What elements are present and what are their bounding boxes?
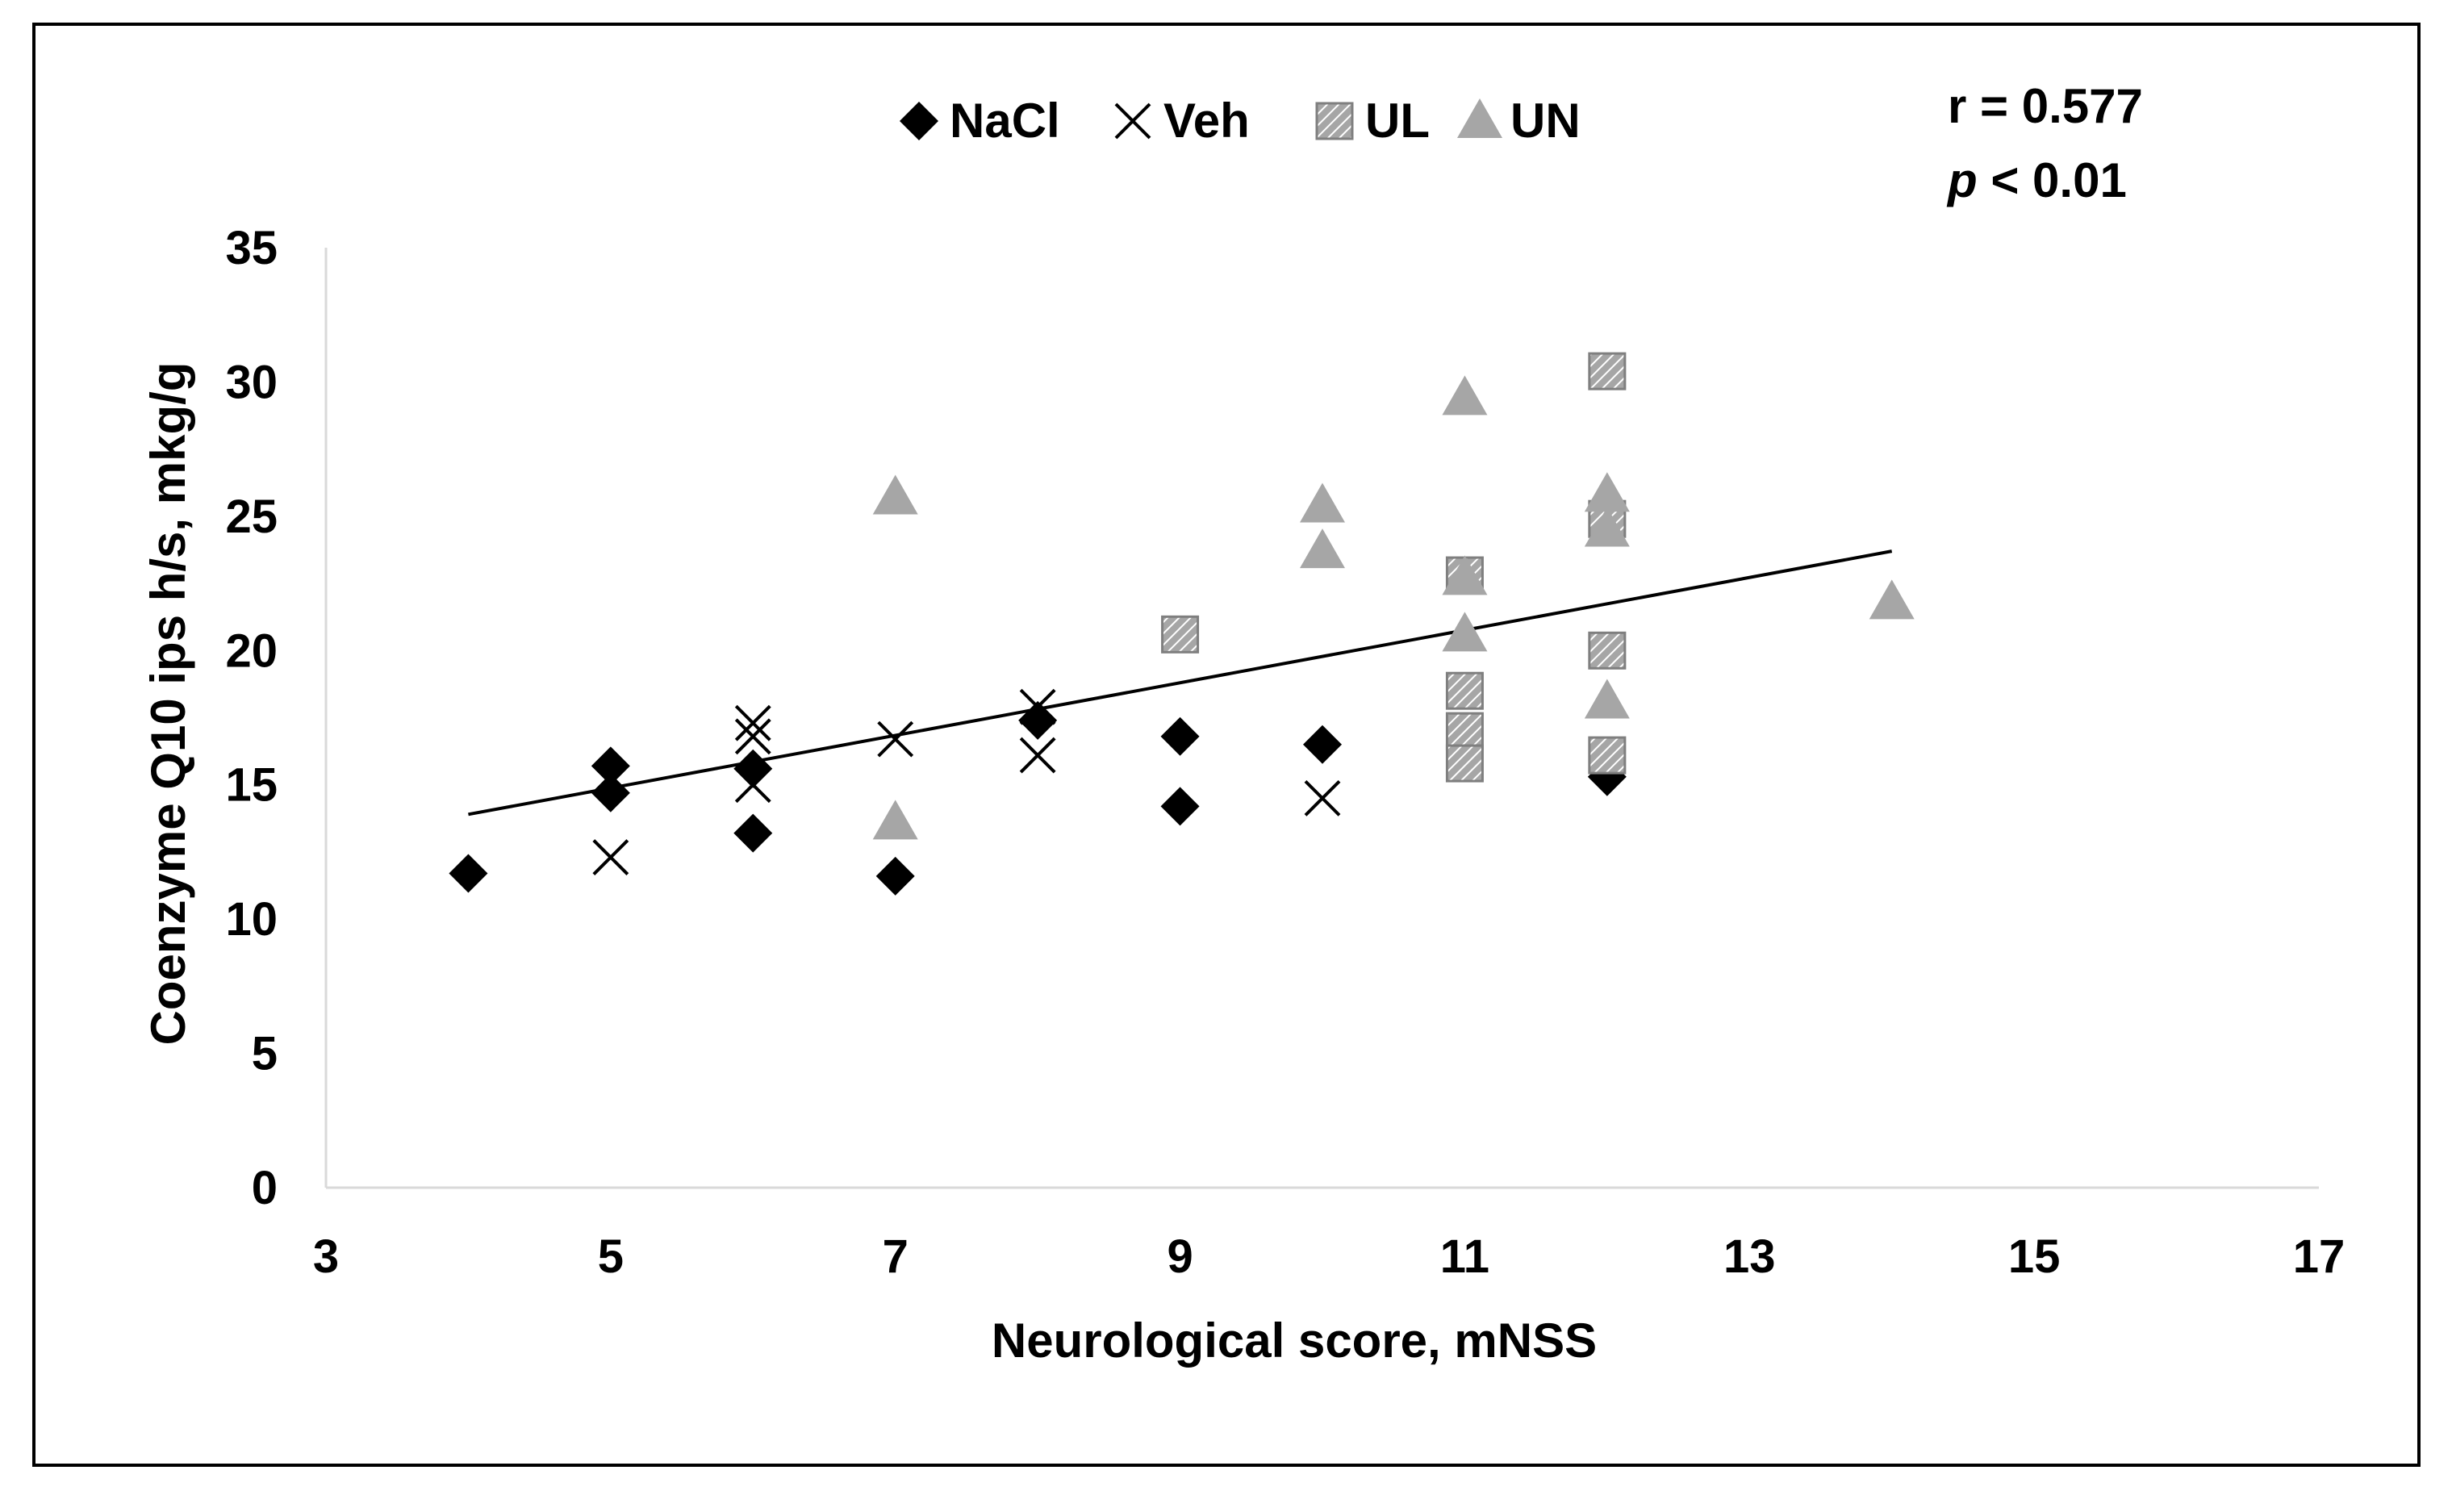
point-un (1300, 528, 1345, 569)
point-nacl (591, 773, 630, 812)
data-points (449, 352, 1915, 896)
y-tick-label: 0 (252, 1162, 278, 1214)
x-tick-label: 15 (2008, 1230, 2061, 1283)
point-nacl (733, 749, 773, 788)
point-un (1584, 472, 1630, 512)
point-un (1442, 555, 1488, 595)
y-tick-label: 20 (225, 624, 278, 677)
legend-label-un: UN (1510, 94, 1581, 148)
point-ul (1588, 736, 1627, 775)
x-tick-label: 13 (1723, 1230, 1776, 1283)
p-value: p < 0.01 (1946, 153, 2127, 207)
point-veh (1019, 688, 1056, 725)
point-ul (1588, 631, 1627, 670)
chart-frame: 0 5 10 15 20 25 30 35 3 5 7 9 11 13 15 17 Neurological … (32, 23, 2421, 1467)
legend-marker-un (1457, 98, 1502, 138)
y-tick-label: 5 (252, 1028, 278, 1080)
point-un (872, 474, 918, 515)
x-tick-label: 7 (883, 1230, 909, 1283)
trendline (468, 549, 1893, 817)
legend: NaCl Veh UL UN (900, 94, 1581, 148)
point-nacl (591, 746, 630, 786)
y-tick-label: 25 (225, 491, 278, 543)
point-un (1442, 375, 1488, 416)
x-tick-label: 17 (2293, 1230, 2345, 1283)
x-tick-label: 9 (1167, 1230, 1193, 1283)
point-ul (1588, 352, 1627, 391)
point-nacl (449, 854, 488, 893)
y-tick-label: 30 (225, 356, 278, 408)
p-threshold: < 0.01 (1978, 153, 2127, 207)
x-tick-label: 3 (313, 1230, 339, 1283)
point-un (1584, 507, 1630, 547)
legend-label-veh: Veh (1163, 94, 1250, 148)
point-veh (877, 720, 914, 758)
point-ul (1445, 744, 1484, 783)
point-veh (734, 766, 771, 804)
point-un (872, 800, 918, 840)
y-tick-label: 15 (225, 759, 278, 812)
legend-label-nacl: NaCl (950, 94, 1060, 148)
point-un (1300, 482, 1345, 523)
point-nacl (1160, 787, 1200, 826)
legend-marker-nacl (900, 102, 938, 140)
point-nacl (733, 813, 773, 853)
point-un (1442, 612, 1488, 652)
point-veh (1304, 779, 1341, 817)
point-un (1869, 579, 1915, 620)
point-un (1584, 679, 1630, 719)
legend-marker-veh (1114, 102, 1151, 140)
x-tick-label: 11 (1440, 1230, 1489, 1283)
point-nacl (875, 856, 915, 896)
legend-marker-ul (1315, 102, 1354, 140)
y-axis-title: Coenzyme Q10 ips h/s, mkg/g (141, 362, 195, 1046)
point-veh (734, 704, 771, 741)
y-tick-label: 35 (225, 222, 278, 274)
point-veh (1019, 737, 1056, 774)
r-value: r = 0.577 (1948, 79, 2143, 133)
y-tick-label: 10 (225, 893, 278, 946)
point-nacl (1303, 725, 1342, 764)
p-symbol: p (1946, 153, 1978, 207)
point-ul (1445, 712, 1484, 750)
point-veh (592, 839, 629, 876)
legend-label-ul: UL (1365, 94, 1430, 148)
trendline-group (468, 549, 1893, 817)
x-tick-label: 5 (598, 1230, 624, 1283)
point-veh (734, 718, 771, 755)
point-nacl (1018, 700, 1058, 740)
point-ul (1445, 671, 1484, 710)
point-nacl (1160, 716, 1200, 756)
point-ul (1161, 615, 1200, 654)
x-axis-title: Neurological score, mNSS (992, 1314, 1597, 1368)
